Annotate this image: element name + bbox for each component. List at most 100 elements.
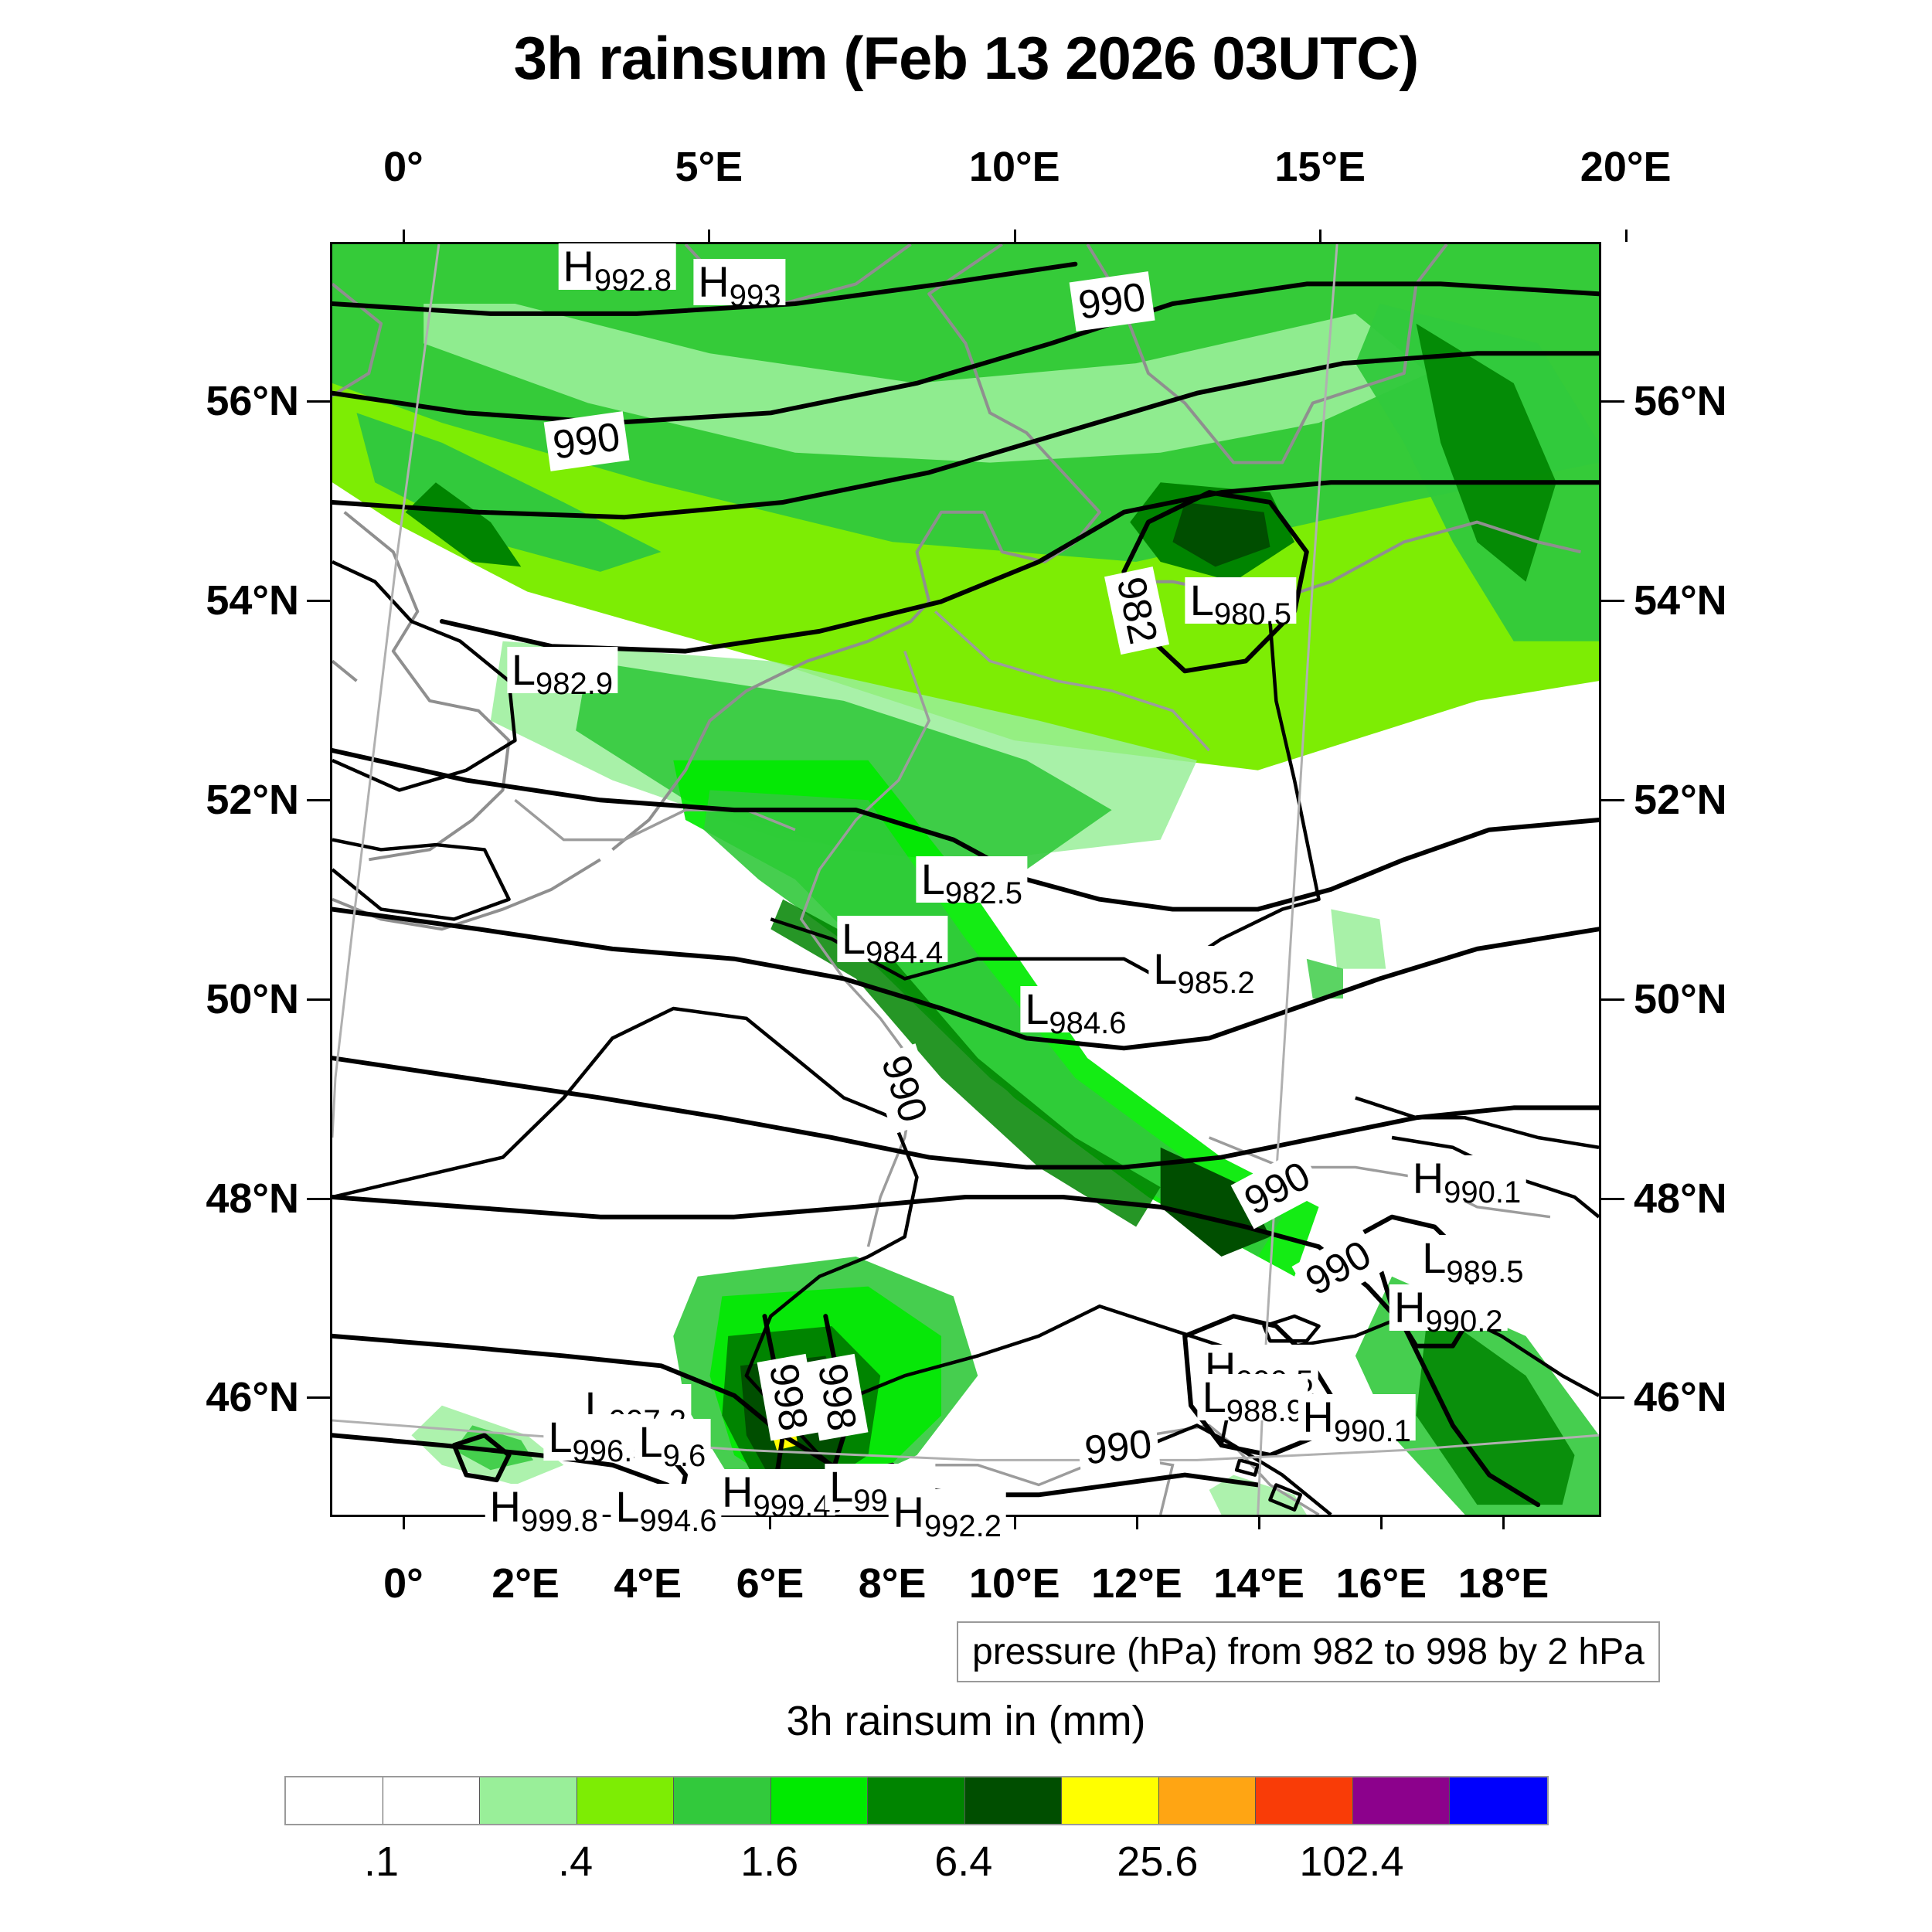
y-tickmark-right-0 xyxy=(1601,400,1624,403)
pressure-extremum-h-21: H992.2 xyxy=(888,1487,1007,1542)
x-tick-top-4: 20°E xyxy=(1580,144,1672,190)
extremum-value: 982.9 xyxy=(536,667,614,702)
y-tickmark-right-1 xyxy=(1601,600,1624,603)
extremum-kind: L xyxy=(920,855,945,903)
extremum-kind: L xyxy=(638,1417,663,1467)
extremum-kind: H xyxy=(489,1482,521,1532)
y-tick-left-4: 48°N xyxy=(206,1175,299,1222)
extremum-value: 999.8 xyxy=(520,1504,599,1539)
colorbar-cell-12[interactable] xyxy=(1450,1777,1547,1824)
y-tick-right-0: 56°N xyxy=(1634,378,1727,425)
colorbar-cell-6[interactable] xyxy=(868,1777,965,1824)
y-tick-right-1: 54°N xyxy=(1634,577,1727,624)
colorbar-tick-1: .4 xyxy=(558,1838,594,1885)
colorbar[interactable] xyxy=(284,1776,1549,1825)
graticule-layer xyxy=(332,244,1599,1515)
x-tickmark-top-4 xyxy=(1624,230,1628,242)
y-tick-left-0: 56°N xyxy=(206,378,299,425)
y-tick-right-5: 46°N xyxy=(1634,1374,1727,1421)
extremum-kind: L xyxy=(615,1482,640,1532)
pressure-legend-text: pressure (hPa) from 982 to 998 by 2 hPa xyxy=(972,1631,1645,1672)
extremum-kind: L xyxy=(829,1462,854,1512)
x-tickmark-top-3 xyxy=(1319,230,1322,242)
extremum-value: 990.1 xyxy=(1444,1175,1522,1209)
colorbar-tick-5: 102.4 xyxy=(1299,1838,1404,1885)
extremum-kind: H xyxy=(893,1487,924,1536)
x-tickmark-top-2 xyxy=(1013,230,1016,242)
colorbar-cell-2[interactable] xyxy=(480,1777,577,1824)
colorbar-cell-0[interactable] xyxy=(286,1777,383,1824)
colorbar-cell-4[interactable] xyxy=(674,1777,771,1824)
x-tickmark-bottom-3 xyxy=(769,1517,772,1529)
pressure-extremum-l-9: L989.5 xyxy=(1417,1233,1529,1287)
x-tick-bottom-1: 2°E xyxy=(492,1560,560,1607)
pressure-legend-note: pressure (hPa) from 982 to 998 by 2 hPa xyxy=(957,1621,1660,1682)
x-tickmark-bottom-9 xyxy=(1502,1517,1505,1529)
colorbar-cell-8[interactable] xyxy=(1062,1777,1159,1824)
y-tickmark-left-0 xyxy=(307,400,330,403)
extremum-value: 990.2 xyxy=(1425,1304,1503,1339)
colorbar-cell-11[interactable] xyxy=(1352,1777,1451,1824)
colorbar-cell-3[interactable] xyxy=(577,1777,675,1824)
x-tick-bottom-2: 4°E xyxy=(614,1560,682,1607)
x-tickmark-top-0 xyxy=(402,230,405,242)
extremum-kind: H xyxy=(722,1467,753,1516)
map-plot-area[interactable] xyxy=(330,242,1601,1517)
extremum-kind: L xyxy=(1153,944,1178,994)
x-tick-bottom-7: 14°E xyxy=(1213,1560,1304,1607)
x-tickmark-bottom-0 xyxy=(402,1517,405,1529)
colorbar-cell-10[interactable] xyxy=(1256,1777,1353,1824)
y-tick-right-3: 50°N xyxy=(1634,975,1727,1022)
y-tickmark-right-3 xyxy=(1601,998,1624,1001)
colorbar-tick-0: .1 xyxy=(364,1838,400,1885)
extremum-value: 994.6 xyxy=(639,1504,717,1539)
colorbar-tick-3: 6.4 xyxy=(934,1838,993,1885)
extremum-kind: H xyxy=(698,257,730,306)
extremum-value: 990.1 xyxy=(1333,1414,1411,1449)
x-tickmark-bottom-7 xyxy=(1258,1517,1261,1529)
x-tick-bottom-0: 0° xyxy=(383,1560,423,1607)
colorbar-tick-2: 1.6 xyxy=(740,1838,799,1885)
pressure-extremum-h-13: H990.1 xyxy=(1298,1394,1416,1447)
extremum-value: 988.9 xyxy=(1226,1394,1304,1429)
map-clip xyxy=(332,244,1599,1515)
extremum-kind: L xyxy=(1422,1233,1447,1282)
x-tick-top-1: 5°E xyxy=(675,144,743,190)
page-title: 3h rainsum (Feb 13 2026 03UTC) xyxy=(513,24,1420,92)
x-tickmark-top-1 xyxy=(708,230,711,242)
colorbar-cell-1[interactable] xyxy=(383,1777,481,1824)
x-tick-bottom-4: 8°E xyxy=(858,1560,927,1607)
extremum-value: 980.5 xyxy=(1213,597,1292,632)
x-tickmark-bottom-5 xyxy=(1013,1517,1016,1529)
pressure-extremum-l-7: L984.6 xyxy=(1020,985,1131,1039)
pressure-extremum-l-3: L982.9 xyxy=(506,647,618,699)
y-tickmark-left-4 xyxy=(307,1197,330,1200)
colorbar-cell-9[interactable] xyxy=(1158,1777,1257,1824)
pressure-extremum-l-20: L994.6 xyxy=(611,1482,722,1536)
colorbar-cell-5[interactable] xyxy=(770,1777,869,1824)
x-tickmark-bottom-8 xyxy=(1380,1517,1383,1529)
pressure-extremum-h-0: H992.8 xyxy=(558,243,676,296)
pressure-extremum-l-16: L9.6 xyxy=(634,1417,711,1471)
contour-label-8: 990 xyxy=(1076,1418,1161,1476)
x-tick-bottom-8: 16°E xyxy=(1335,1560,1427,1607)
pressure-extremum-h-8: H990.1 xyxy=(1407,1155,1526,1208)
x-tick-top-3: 15°E xyxy=(1274,144,1366,190)
y-tickmark-left-5 xyxy=(307,1396,330,1400)
extremum-value: 992.8 xyxy=(594,264,672,298)
extremum-value: 984.4 xyxy=(866,936,944,971)
colorbar-cell-7[interactable] xyxy=(964,1777,1063,1824)
x-tick-top-2: 10°E xyxy=(968,144,1060,190)
extremum-kind: H xyxy=(1394,1283,1426,1332)
pressure-extremum-h-1: H993 xyxy=(693,257,786,311)
y-tick-left-2: 52°N xyxy=(206,776,299,823)
y-tickmark-left-2 xyxy=(307,798,330,801)
extremum-value: 992.2 xyxy=(923,1509,1002,1543)
colorbar-title: 3h rainsum in (mm) xyxy=(786,1698,1146,1744)
y-tick-right-2: 52°N xyxy=(1634,776,1727,823)
y-tickmark-left-1 xyxy=(307,600,330,603)
pressure-extremum-l-2: L980.5 xyxy=(1185,577,1297,630)
extremum-value: 989.5 xyxy=(1446,1254,1524,1289)
x-tick-bottom-9: 18°E xyxy=(1458,1560,1549,1607)
